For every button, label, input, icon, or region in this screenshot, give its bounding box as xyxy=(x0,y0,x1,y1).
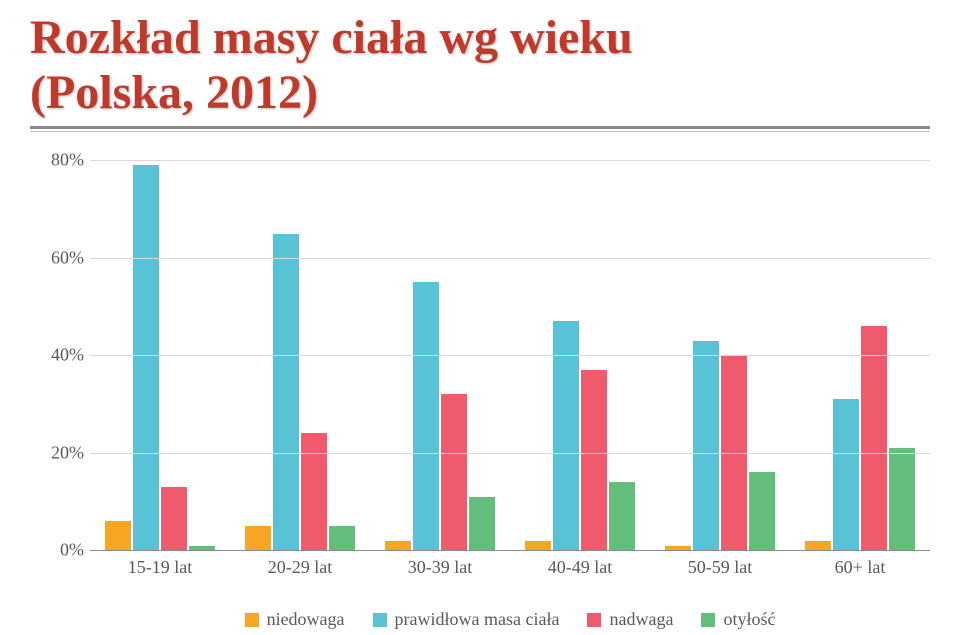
legend-label: nadwaga xyxy=(609,609,673,630)
bar xyxy=(301,433,327,550)
bar xyxy=(441,394,467,550)
gridline xyxy=(90,160,930,161)
bar-cluster xyxy=(805,326,915,550)
title-line2: (Polska, 2012) xyxy=(30,66,318,119)
x-tick-label: 15-19 lat xyxy=(128,557,193,578)
y-tick-label: 20% xyxy=(30,442,84,463)
bar-cluster xyxy=(105,165,215,550)
chart: 15-19 lat 20-29 lat 30-39 lat 40-49 lat 50-5… xyxy=(30,160,930,630)
bar-cluster xyxy=(385,282,495,550)
legend-item: niedowaga xyxy=(245,609,345,630)
gridline xyxy=(90,258,930,259)
gridline xyxy=(90,355,930,356)
legend-label: prawidłowa masa ciała xyxy=(395,609,560,630)
bar xyxy=(105,521,131,550)
legend-swatch xyxy=(245,613,259,627)
bar xyxy=(245,526,271,550)
legend-swatch xyxy=(701,613,715,627)
legend-item: nadwaga xyxy=(587,609,673,630)
x-tick-label: 30-39 lat xyxy=(408,557,473,578)
title-underline xyxy=(30,126,930,132)
legend: niedowaga prawidłowa masa ciała nadwaga oty… xyxy=(90,609,930,630)
legend-label: niedowaga xyxy=(267,609,345,630)
title-line1: Rozkład masy ciała wg wieku xyxy=(30,11,633,64)
x-axis-line xyxy=(90,550,930,551)
y-tick-label: 40% xyxy=(30,345,84,366)
bar xyxy=(133,165,159,550)
bar xyxy=(749,472,775,550)
y-tick-label: 60% xyxy=(30,247,84,268)
bar xyxy=(525,541,551,551)
bar xyxy=(609,482,635,550)
x-tick-label: 60+ lat xyxy=(835,557,886,578)
bar xyxy=(581,370,607,550)
bar xyxy=(161,487,187,550)
title-block: Rozkład masy ciała wg wieku (Polska, 201… xyxy=(30,10,930,132)
bar xyxy=(693,341,719,551)
bar xyxy=(861,326,887,550)
bar xyxy=(889,448,915,550)
bar xyxy=(805,541,831,551)
bar xyxy=(329,526,355,550)
legend-item: prawidłowa masa ciała xyxy=(373,609,560,630)
x-tick-label: 50-59 lat xyxy=(688,557,753,578)
gridline xyxy=(90,453,930,454)
legend-swatch xyxy=(373,613,387,627)
bar xyxy=(273,234,299,551)
y-tick-label: 0% xyxy=(30,540,84,561)
bar xyxy=(833,399,859,550)
legend-label: otyłość xyxy=(723,609,775,630)
slide: Rozkład masy ciała wg wieku (Polska, 201… xyxy=(0,0,960,635)
y-tick-label: 80% xyxy=(30,150,84,171)
bar xyxy=(413,282,439,550)
legend-item: otyłość xyxy=(701,609,775,630)
bar-cluster xyxy=(665,341,775,551)
plot-area: 15-19 lat20-29 lat30-39 lat40-49 lat50-5… xyxy=(90,160,930,550)
slide-title: Rozkład masy ciała wg wieku (Polska, 201… xyxy=(30,10,930,120)
bar xyxy=(469,497,495,551)
x-tick-label: 40-49 lat xyxy=(548,557,613,578)
bar xyxy=(385,541,411,551)
bar-cluster xyxy=(245,234,355,551)
legend-swatch xyxy=(587,613,601,627)
x-tick-label: 20-29 lat xyxy=(268,557,333,578)
